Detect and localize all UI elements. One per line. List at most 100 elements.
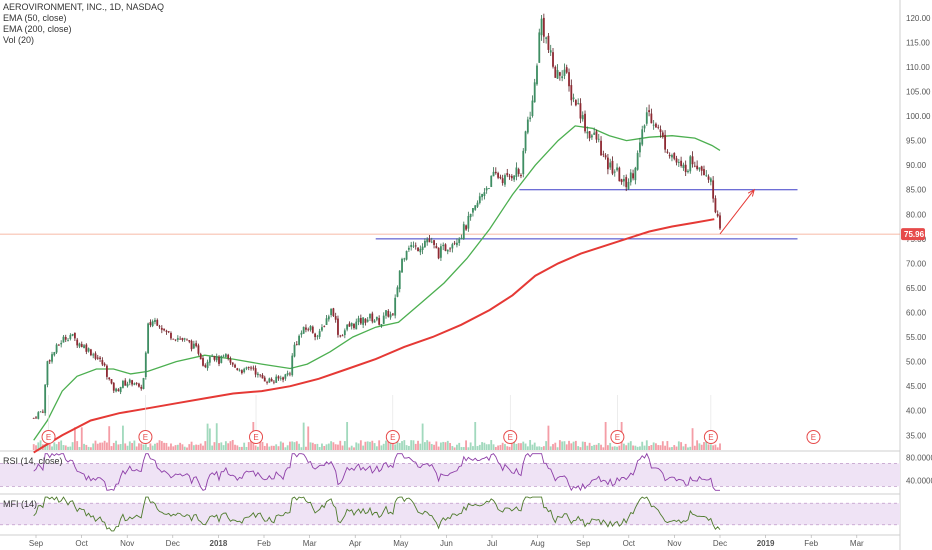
earnings-label: E bbox=[390, 433, 395, 442]
volume-bar bbox=[524, 443, 527, 450]
volume-bar bbox=[110, 446, 113, 450]
candle-body bbox=[515, 167, 518, 177]
candle-body bbox=[474, 205, 477, 210]
volume-bar bbox=[609, 442, 612, 450]
volume-bar bbox=[220, 442, 223, 450]
volume-bar bbox=[332, 442, 335, 450]
candle-body bbox=[375, 316, 378, 320]
candle-body bbox=[103, 363, 106, 366]
candle-body bbox=[636, 152, 639, 170]
candle-body bbox=[218, 356, 220, 364]
volume-bar bbox=[508, 446, 511, 450]
volume-bar bbox=[513, 440, 516, 450]
volume-bar bbox=[407, 445, 410, 450]
candle-body bbox=[263, 377, 266, 382]
candle-body bbox=[604, 155, 607, 158]
volume-bar bbox=[664, 445, 667, 450]
time-tick-label: Apr bbox=[349, 539, 362, 548]
volume-bar bbox=[167, 446, 170, 450]
volume-bar bbox=[350, 445, 353, 450]
volume-bar bbox=[181, 444, 184, 450]
volume-bar bbox=[579, 447, 582, 450]
volume-bar bbox=[55, 444, 58, 450]
annotations[interactable] bbox=[719, 188, 755, 235]
candle-body bbox=[71, 333, 74, 336]
candle-body bbox=[51, 354, 53, 362]
volume-bar bbox=[426, 440, 429, 450]
volume-bar bbox=[341, 445, 344, 450]
volume-bar bbox=[565, 444, 568, 450]
volume-bar bbox=[144, 444, 147, 450]
candle-body bbox=[687, 170, 689, 173]
candle-body bbox=[83, 345, 85, 349]
volume-bar bbox=[323, 445, 326, 450]
volume-bar bbox=[69, 446, 72, 450]
volume-bar bbox=[677, 441, 680, 450]
candle-body bbox=[266, 381, 268, 383]
volume-bar bbox=[101, 442, 104, 450]
earnings-circle bbox=[703, 430, 718, 444]
volume-bar bbox=[64, 445, 67, 450]
candle-body bbox=[215, 356, 218, 361]
candle-body bbox=[261, 374, 264, 379]
time-axis[interactable]: Sep Oct Nov Dec 2018 Feb Mar Apr May Jun Jul Aug Sep… bbox=[29, 535, 864, 548]
volume-bar bbox=[465, 440, 467, 450]
candle-body bbox=[206, 361, 209, 369]
volume-bars bbox=[32, 422, 721, 450]
volume-bar bbox=[199, 443, 202, 450]
volume-bar bbox=[497, 445, 500, 450]
horizontal-lines[interactable] bbox=[0, 189, 900, 240]
candle-body bbox=[195, 343, 198, 347]
volume-bar bbox=[314, 444, 317, 450]
candle-body bbox=[254, 368, 257, 375]
candle-body bbox=[154, 319, 156, 322]
volume-bar bbox=[623, 443, 625, 450]
price-tick-label: 45.00 bbox=[906, 382, 927, 391]
time-tick-label: Mar bbox=[850, 539, 864, 548]
candle-body bbox=[64, 337, 67, 340]
candle-body bbox=[526, 119, 529, 133]
volume-bar bbox=[268, 446, 271, 450]
candle-body bbox=[439, 246, 442, 258]
candle-body bbox=[552, 52, 554, 67]
volume-bar bbox=[691, 428, 694, 450]
oscillator-line bbox=[33, 452, 720, 492]
volume-bar bbox=[506, 446, 509, 450]
volume-bar bbox=[396, 440, 399, 450]
volume-bar bbox=[385, 440, 387, 450]
volume-bar bbox=[474, 422, 477, 450]
volume-bar bbox=[618, 445, 621, 450]
volume-bar bbox=[586, 445, 589, 450]
volume-bar bbox=[238, 446, 241, 450]
volume-bar bbox=[247, 442, 250, 450]
candle-body bbox=[529, 117, 532, 120]
volume-bar bbox=[282, 442, 284, 450]
candle-body bbox=[627, 181, 630, 190]
candle-body bbox=[318, 331, 321, 337]
candle-body bbox=[357, 318, 360, 323]
volume-bar bbox=[245, 446, 248, 450]
volume-bar bbox=[430, 444, 433, 450]
volume-bar bbox=[492, 444, 495, 450]
legend-vol: Vol (20) bbox=[3, 35, 35, 45]
volume-bar bbox=[291, 441, 294, 450]
volume-bar bbox=[112, 442, 115, 450]
ema50-line bbox=[33, 125, 721, 441]
candle-body bbox=[289, 373, 291, 375]
candle-body bbox=[334, 316, 337, 320]
volume-bar bbox=[545, 441, 548, 450]
candle-body bbox=[133, 383, 136, 385]
price-axis[interactable]: 35.00 40.00 45.00 50.00 55.00 60.00 65.00 70.00… bbox=[906, 14, 932, 486]
candle-body bbox=[282, 377, 284, 380]
volume-bar bbox=[73, 427, 76, 450]
candle-body bbox=[613, 171, 616, 173]
candle-body bbox=[417, 247, 419, 252]
candle-body bbox=[140, 386, 143, 389]
volume-bar bbox=[250, 440, 252, 450]
price-tick-label: 120.00 bbox=[906, 14, 931, 23]
volume-bar bbox=[300, 447, 303, 450]
volume-bar bbox=[115, 440, 117, 450]
price-badge-bg bbox=[901, 228, 925, 241]
